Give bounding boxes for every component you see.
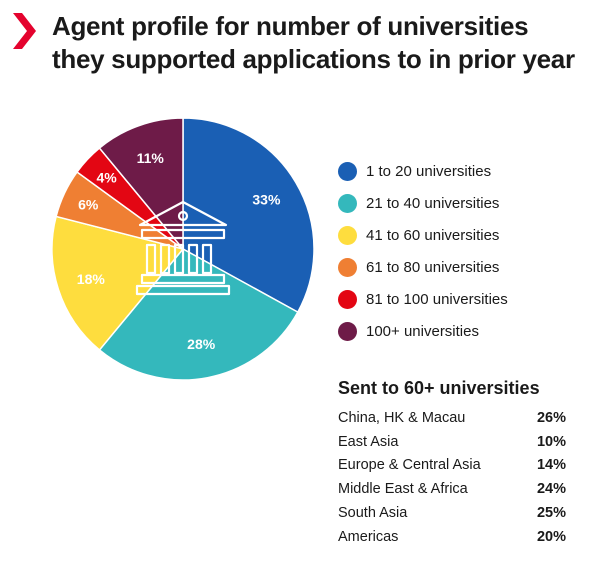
table-row: Europe & Central Asia 14% (338, 454, 566, 478)
region-value: 20% (536, 528, 566, 545)
legend-item: 41 to 60 universities (338, 219, 508, 251)
legend-swatch (338, 161, 357, 181)
pie-slice-labels: 33% 28% 18% 6% 4% 11% (77, 150, 281, 352)
region-name: Europe & Central Asia (338, 457, 481, 474)
legend-label: 81 to 100 universities (366, 290, 508, 308)
chart-title-line-2: they supported applications to in prior … (52, 44, 575, 74)
legend-item: 100+ universities (338, 315, 508, 347)
region-table: China, HK & Macau 26% East Asia 10% Europe… (338, 406, 566, 549)
legend-swatch (338, 225, 357, 245)
legend-item: 61 to 80 universities (338, 251, 508, 283)
pie-slice-label: 18% (77, 271, 106, 287)
region-value: 24% (536, 481, 566, 498)
pie-slice (98, 248, 299, 381)
region-value: 10% (536, 433, 566, 450)
legend-label: 21 to 40 universities (366, 194, 500, 212)
table-row: Middle East & Africa 24% (338, 477, 566, 501)
table-row: China, HK & Macau 26% (338, 406, 566, 430)
region-value: 14% (536, 457, 566, 474)
legend-label: 100+ universities (366, 322, 479, 340)
chevron-right-icon (13, 13, 36, 49)
legend-swatch (338, 321, 357, 341)
pie-slices (51, 117, 315, 381)
legend-swatch (338, 193, 357, 213)
legend-item: 1 to 20 universities (338, 155, 508, 187)
region-name: China, HK & Macau (338, 409, 466, 426)
table-row: East Asia 10% (338, 430, 566, 454)
legend-item: 81 to 100 universities (338, 283, 508, 315)
region-table-title: Sent to 60+ universities (338, 378, 540, 398)
legend-label: 41 to 60 universities (366, 226, 500, 244)
pie-slice (98, 117, 184, 252)
pie-chart: 33% 28% 18% 6% 4% 11% (51, 117, 315, 381)
table-row: South Asia 25% (338, 501, 566, 525)
pie-slice-label: 33% (252, 192, 281, 208)
university-building-icon (135, 200, 231, 296)
chart-legend: 1 to 20 universities 21 to 40 universiti… (338, 155, 508, 347)
pie-slice-label: 4% (96, 169, 117, 185)
region-name: Americas (338, 528, 399, 545)
region-name: South Asia (338, 505, 408, 522)
region-value: 26% (536, 409, 566, 426)
legend-label: 61 to 80 universities (366, 258, 500, 276)
pie-slice (182, 117, 315, 314)
legend-label: 1 to 20 universities (366, 162, 492, 180)
legend-item: 21 to 40 universities (338, 187, 508, 219)
region-name: Middle East & Africa (338, 481, 468, 498)
region-name: East Asia (338, 433, 399, 450)
pie-slice (51, 215, 185, 351)
pie-slice-label: 11% (137, 150, 165, 166)
table-row: Americas 20% (338, 525, 566, 549)
legend-swatch (338, 257, 357, 277)
region-value: 25% (536, 505, 566, 522)
pie-slice-label: 28% (187, 336, 216, 352)
legend-swatch (338, 289, 357, 309)
chart-title-line-1: Agent profile for number of universities (52, 11, 529, 41)
pie-slice-label: 6% (78, 196, 99, 212)
chart-title: Agent profile for number of universities… (52, 10, 575, 76)
